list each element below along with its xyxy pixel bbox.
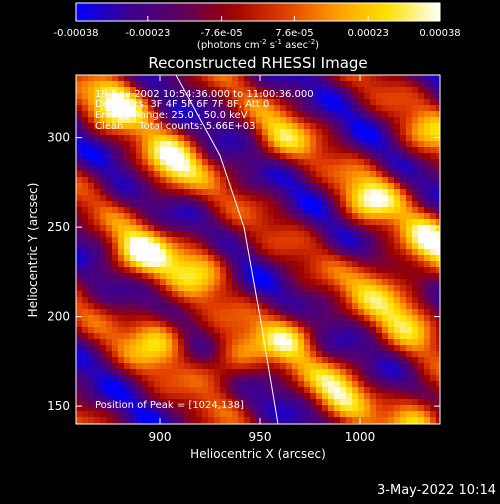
x-tick-label: 1000 (345, 430, 376, 444)
annotation-energy: Energy Range: 25.0 - 50.0 keV (95, 110, 248, 121)
plot-frame (75, 74, 441, 425)
colorbar-tick-label: -7.6e-05 (201, 28, 243, 39)
colorbar: -0.00038 -0.00023 -7.6e-05 7.6e-05 0.00023 0.… (54, 2, 461, 51)
colorbar-tick-label: 0.00023 (347, 28, 388, 39)
x-axis-label: Heliocentric X (arcsec) (190, 447, 326, 461)
annotation-detectors: Detectors: 3F 4F 5F 6F 7F 8F, Att 0 (95, 99, 269, 110)
y-tick-label: 150 (47, 399, 70, 413)
y-tick-label: 200 (47, 310, 70, 324)
heatmap-image (76, 75, 440, 424)
axis-ticks: 900 950 1000 150 200 250 300 (47, 75, 440, 444)
annotation-clean: Clean Total counts: 5.66E+03 (95, 121, 255, 132)
y-axis-label: Heliocentric Y (arcsec) (26, 183, 40, 318)
footer-date: 3-May-2022 10:14 (377, 483, 496, 498)
peak-position-label: Position of Peak = [1024,138] (95, 400, 244, 411)
y-tick-label: 300 (47, 131, 70, 145)
colorbar-tick-label: -0.00023 (125, 28, 170, 39)
plot-area: 900 950 1000 150 200 250 300 19-Nov-2002 10:54… (47, 74, 441, 444)
colorbar-gradient (75, 2, 441, 22)
colorbar-tick-label: 0.00038 (419, 28, 460, 39)
colorbar-tick-label: -0.00038 (54, 28, 99, 39)
colorbar-ticks: -0.00038 -0.00023 -7.6e-05 7.6e-05 0.00023 0.… (54, 16, 461, 39)
x-tick-label: 900 (149, 430, 172, 444)
x-tick-label: 950 (249, 430, 272, 444)
colorbar-unit: (photons cm-2 s-1 asec-2) (197, 38, 319, 51)
annotation-time: 19-Nov-2002 10:54:36.000 to 11:00:36.000 (95, 89, 314, 100)
solar-limb-curve (175, 75, 279, 424)
y-tick-label: 250 (47, 220, 70, 234)
chart-title: Reconstructed RHESSI Image (148, 54, 367, 72)
colorbar-tick-label: 7.6e-05 (275, 28, 313, 39)
info-annotations: 19-Nov-2002 10:54:36.000 to 11:00:36.000… (95, 89, 314, 132)
